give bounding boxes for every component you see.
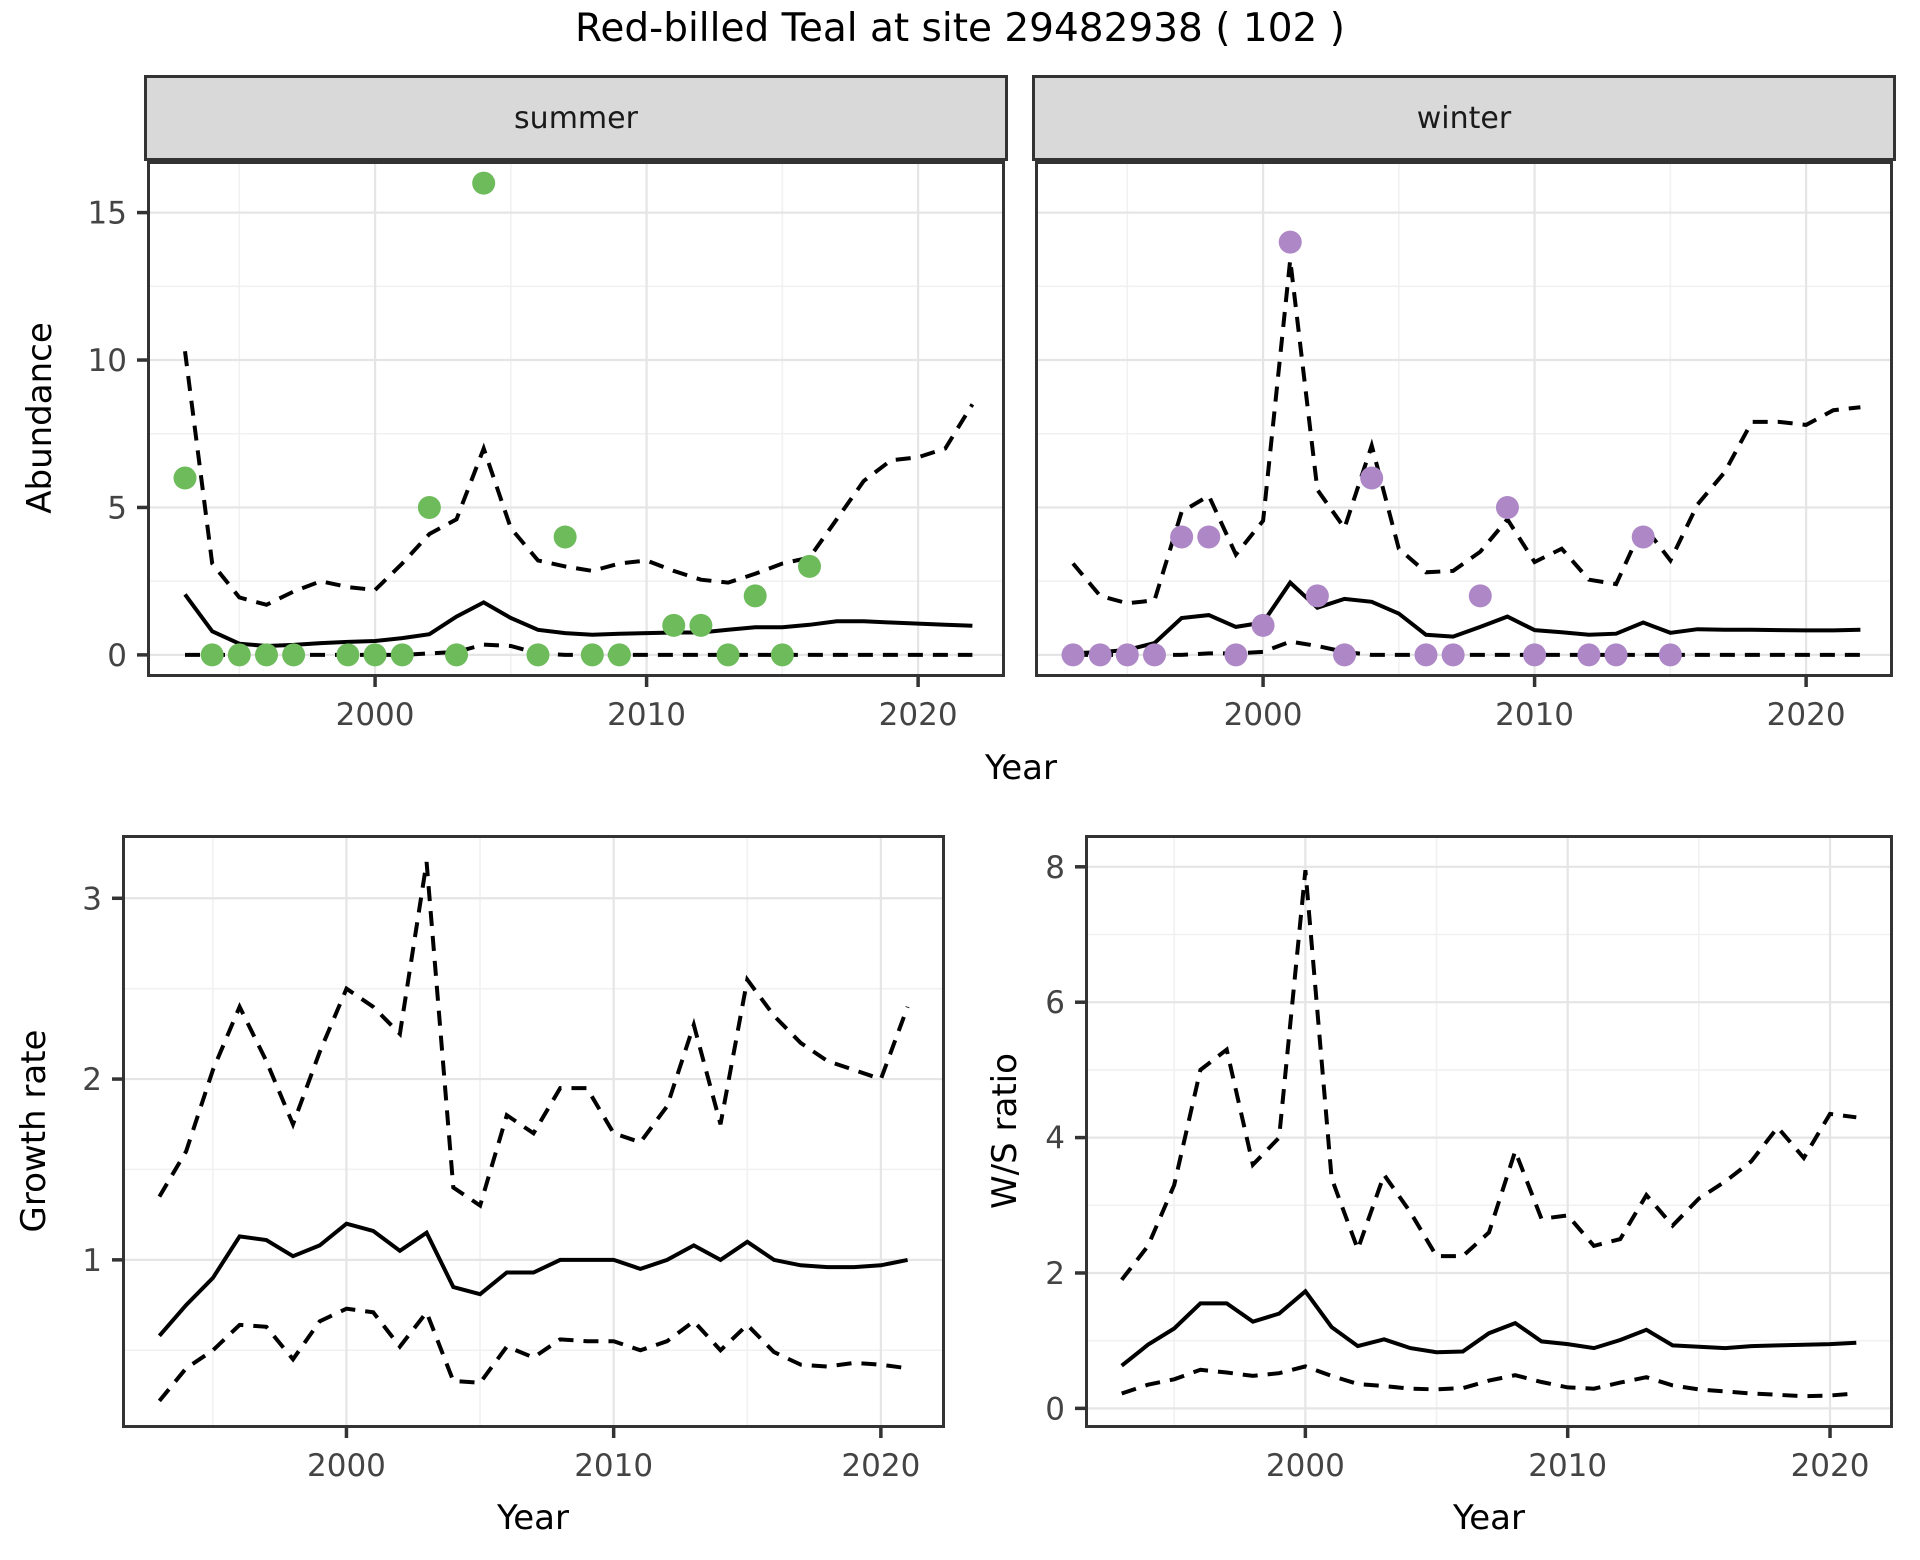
abundance-summer-observation-point: [526, 643, 550, 667]
abundance-summer-observation-point: [445, 643, 469, 667]
y-tick-label: 5: [107, 490, 127, 526]
abundance-winter-observation-point: [1115, 643, 1139, 667]
abundance-summer-lower_ci-line: [185, 642, 973, 657]
abundance-winter-observation-point: [1414, 643, 1438, 667]
x-tick-label: 2020: [879, 697, 958, 733]
abundance-summer-observation-point: [743, 584, 767, 608]
x-tick-label: 2010: [574, 1448, 653, 1484]
panel-border: [147, 161, 1005, 677]
abundance-summer-observation-point: [798, 554, 822, 578]
ws-ratio-median-line: [1120, 1288, 1857, 1368]
y-tick-label: 3: [82, 881, 102, 917]
x-tick-label: 2020: [1791, 1448, 1870, 1484]
x-axis-title-year-top: Year: [985, 748, 1057, 788]
facet-strip-summer-label: summer: [514, 100, 638, 136]
abundance-summer-observation-point: [580, 643, 604, 667]
abundance-summer-observation-point: [173, 466, 197, 490]
x-tick-label: 2000: [307, 1448, 386, 1484]
abundance-summer-observation-point: [716, 643, 740, 667]
abundance-winter-upper_ci-line: [1071, 259, 1861, 606]
x-tick-label: 2000: [336, 697, 415, 733]
x-axis-title-year-ws: Year: [1453, 1498, 1525, 1538]
abundance-winter-observation-point: [1441, 643, 1465, 667]
abundance-summer-observation-point: [689, 613, 713, 637]
abundance-summer-observation-point: [336, 643, 360, 667]
abundance-summer-observation-point: [390, 643, 414, 667]
y-tick-label: 4: [1045, 1121, 1065, 1157]
abundance-winter-observation-point: [1495, 495, 1519, 519]
abundance-summer-observation-point: [472, 171, 496, 195]
abundance-summer-observation-point: [200, 643, 224, 667]
abundance-winter-observation-point: [1468, 584, 1492, 608]
y-tick-label: 2: [1045, 1256, 1065, 1292]
abundance-summer-observation-point: [417, 495, 441, 519]
abundance-summer-observation-point: [254, 643, 278, 667]
abundance-winter-observation-point: [1658, 643, 1682, 667]
abundance-summer-observation-point: [662, 613, 686, 637]
abundance-winter-observation-point: [1631, 525, 1655, 549]
abundance-summer-median-line: [183, 593, 973, 649]
facet-strip-winter-label: winter: [1416, 100, 1512, 136]
x-tick-label: 2020: [841, 1448, 920, 1484]
y-tick-label: 10: [88, 343, 127, 379]
y-tick-label: 8: [1045, 850, 1065, 886]
x-tick-label: 2010: [1528, 1448, 1607, 1484]
abundance-winter-plot: 2000 2010 2020: [1035, 161, 1893, 733]
abundance-summer-observation-point: [553, 525, 577, 549]
abundance-winter-observation-point: [1577, 643, 1601, 667]
growth-rate-lower_ci-line: [157, 1306, 908, 1403]
x-tick-label: 2020: [1767, 697, 1846, 733]
facet-strip-summer: summer: [144, 75, 1008, 161]
abundance-winter-observation-point: [1278, 230, 1302, 254]
abundance-summer-observation-point: [363, 643, 387, 667]
x-tick-label: 2010: [607, 697, 686, 733]
growth-rate-upper_ci-line: [157, 861, 910, 1209]
ws-ratio-lower_ci-line: [1121, 1364, 1857, 1399]
abundance-winter-observation-point: [1088, 643, 1112, 667]
abundance-winter-observation-point: [1604, 643, 1628, 667]
x-tick-label: 2000: [1266, 1448, 1345, 1484]
growth-rate-median-line: [157, 1221, 908, 1338]
ws-ratio-plot: 2000 2010 2020 0 2 4 6 8: [1045, 835, 1893, 1484]
x-tick-label: 2010: [1495, 697, 1574, 733]
chart-title: Red-billed Teal at site 29482938 ( 102 ): [575, 6, 1345, 51]
abundance-summer-upper_ci-line: [183, 350, 975, 607]
abundance-winter-observation-point: [1224, 643, 1248, 667]
abundance-summer-observation-point: [282, 643, 306, 667]
abundance-winter-observation-point: [1333, 643, 1357, 667]
growth-rate-plot: 2000 2010 2020 1 2 3: [82, 835, 945, 1484]
abundance-summer-observation-point: [607, 643, 631, 667]
abundance-winter-observation-point: [1251, 613, 1275, 637]
y-axis-title-growth-rate: Growth rate: [14, 1029, 54, 1233]
abundance-winter-lower_ci-line: [1073, 639, 1861, 657]
abundance-winter-observation-point: [1061, 643, 1085, 667]
abundance-winter-observation-point: [1523, 643, 1547, 667]
y-tick-label: 15: [88, 196, 127, 232]
y-tick-label: 1: [82, 1243, 102, 1279]
facet-strip-winter: winter: [1032, 75, 1896, 161]
y-axis-title-abundance: Abundance: [20, 322, 60, 514]
abundance-winter-observation-point: [1197, 525, 1221, 549]
abundance-winter-observation-point: [1170, 525, 1194, 549]
panel-border: [1035, 161, 1893, 677]
y-tick-label: 0: [1045, 1391, 1065, 1427]
y-tick-label: 6: [1045, 985, 1065, 1021]
panel-border: [1085, 835, 1893, 1428]
abundance-summer-observation-point: [770, 643, 794, 667]
x-axis-title-year-growth: Year: [497, 1498, 569, 1538]
abundance-winter-observation-point: [1360, 466, 1384, 490]
y-axis-title-ws-ratio: W/S ratio: [985, 1053, 1025, 1209]
abundance-winter-median-line: [1072, 579, 1861, 656]
y-tick-label: 0: [107, 638, 127, 674]
x-tick-label: 2000: [1224, 697, 1303, 733]
abundance-summer-observation-point: [227, 643, 251, 667]
ws-ratio-upper_ci-line: [1120, 870, 1857, 1282]
abundance-winter-observation-point: [1305, 584, 1329, 608]
abundance-winter-observation-point: [1142, 643, 1166, 667]
panel-border: [122, 835, 945, 1428]
abundance-summer-plot: 2000 2010 2020 0 5 10 15: [88, 161, 1005, 733]
y-tick-label: 2: [82, 1062, 102, 1098]
